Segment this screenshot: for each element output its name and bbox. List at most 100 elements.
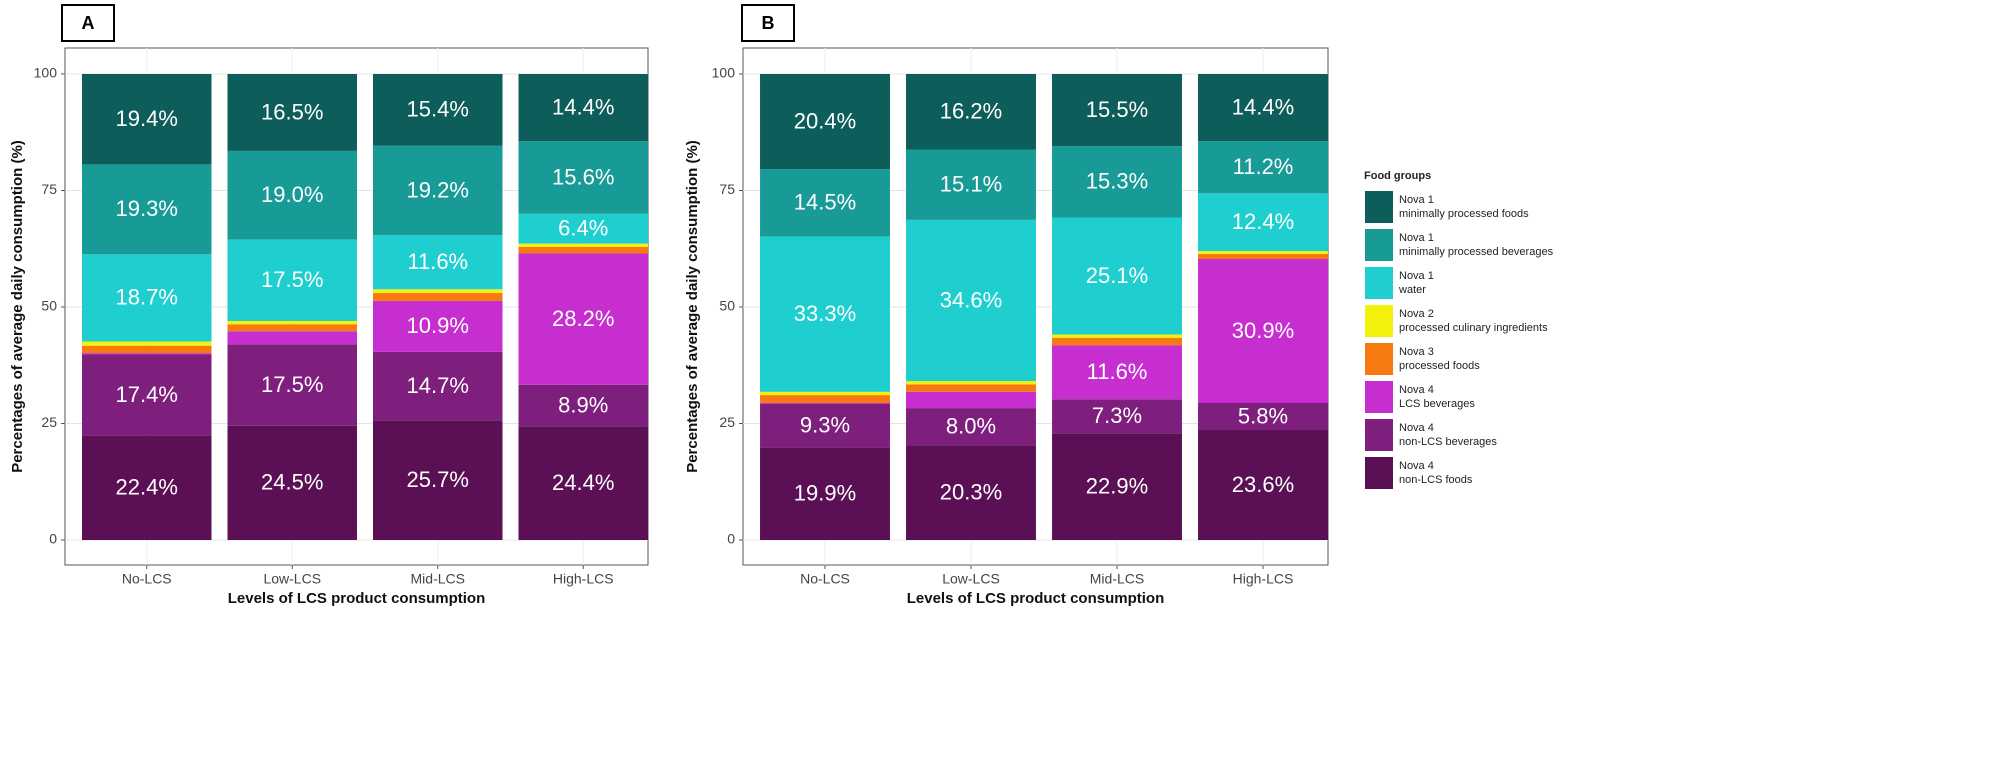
data-label: 19.0%: [261, 182, 323, 207]
bar-segment: [227, 331, 357, 345]
bar-segment: [1198, 259, 1328, 403]
legend-label: Nova 4 non-LCS beverages: [1399, 422, 1497, 448]
y-axis-title: Percentages of average daily consumption…: [684, 140, 701, 473]
data-label: 8.9%: [558, 392, 608, 417]
bar-segment: [227, 344, 357, 426]
y-tick-label: 0: [49, 531, 57, 547]
bar-segment: [1198, 193, 1328, 252]
legend-item: Nova 4 non-LCS beverages: [1364, 416, 1553, 454]
data-label: 19.9%: [794, 480, 856, 505]
legend-swatch: [1364, 342, 1394, 376]
bar-segment: [227, 150, 357, 240]
data-label: 15.1%: [940, 171, 1002, 196]
legend-title: Food groups: [1364, 170, 1432, 182]
bar-segment: [373, 145, 503, 236]
data-label: 11.6%: [407, 249, 468, 274]
bar-segment: [906, 391, 1036, 409]
bar-segment: [373, 289, 503, 294]
legend-item: Nova 4 LCS beverages: [1364, 378, 1553, 416]
data-label: 14.4%: [552, 94, 614, 119]
panel-label-box: [61, 4, 115, 42]
bar-segment: [518, 213, 648, 244]
data-label: 7.3%: [1092, 403, 1142, 428]
bar-segment: [906, 408, 1036, 446]
data-label: 5.8%: [1238, 403, 1288, 428]
bar-segment: [1198, 74, 1328, 142]
bar-segment: [1198, 251, 1328, 254]
data-label: 19.4%: [116, 106, 178, 131]
data-label: 28.2%: [552, 306, 614, 331]
bar-segment: [1052, 345, 1182, 400]
x-axis-title: Levels of LCS product consumption: [228, 590, 486, 607]
bar-segment: [518, 384, 648, 427]
y-tick-label: 100: [34, 65, 58, 81]
legend-label: Nova 4 LCS beverages: [1399, 384, 1475, 410]
bar-segment: [1198, 141, 1328, 194]
data-label: 22.4%: [116, 475, 178, 500]
bar-segment: [906, 74, 1036, 150]
legend-item: Nova 1 minimally processed foods: [1364, 188, 1553, 226]
data-label: 20.4%: [794, 108, 856, 133]
x-tick-label: Mid-LCS: [411, 571, 465, 587]
legend-swatch: [1364, 418, 1394, 452]
bar-segment: [227, 239, 357, 321]
bar-segment: [518, 74, 648, 142]
data-label: 15.3%: [1086, 169, 1148, 194]
bar-segment: [760, 403, 890, 448]
data-label: 15.6%: [552, 164, 614, 189]
bar-segment: [373, 420, 503, 540]
y-tick-label: 0: [727, 531, 735, 547]
data-label: 25.7%: [407, 467, 469, 492]
data-label: 16.5%: [261, 99, 323, 124]
bar-segment: [82, 345, 212, 354]
bar-segment: [518, 243, 648, 247]
bar-segment: [906, 381, 1036, 385]
bar-segment: [1198, 402, 1328, 431]
bar-segment: [906, 149, 1036, 220]
legend-item: Nova 3 processed foods: [1364, 340, 1553, 378]
data-label: 12.4%: [1232, 209, 1294, 234]
legend-label: Nova 1 minimally processed foods: [1399, 194, 1529, 220]
data-label: 23.6%: [1232, 472, 1294, 497]
bar-segment: [906, 384, 1036, 392]
panel-label: A: [82, 13, 95, 33]
y-tick-label: 75: [719, 181, 735, 197]
data-label: 18.7%: [116, 285, 178, 310]
bar-segment: [518, 141, 648, 214]
bar-segment: [1052, 334, 1182, 338]
bar-segment: [1198, 430, 1328, 540]
bar-segment: [227, 425, 357, 540]
data-label: 9.3%: [800, 412, 850, 437]
bar-segment: [373, 300, 503, 352]
y-tick-label: 25: [719, 414, 735, 430]
data-label: 22.9%: [1086, 473, 1148, 498]
x-tick-label: Low-LCS: [263, 571, 321, 587]
data-label: 11.2%: [1233, 154, 1294, 179]
data-label: 33.3%: [794, 301, 856, 326]
y-tick-label: 50: [41, 298, 57, 314]
bar-segment: [1052, 433, 1182, 540]
panel-label-box: [741, 4, 795, 42]
data-label: 19.3%: [116, 196, 178, 221]
bar-segment: [373, 351, 503, 421]
data-label: 17.5%: [261, 267, 323, 292]
bar-segment: [760, 74, 890, 170]
y-tick-label: 100: [712, 65, 736, 81]
x-tick-label: High-LCS: [553, 571, 614, 587]
bar-segment: [82, 164, 212, 255]
bar-segment: [760, 236, 890, 392]
bar-segment: [82, 353, 212, 355]
bar-segment: [1052, 337, 1182, 346]
data-label: 30.9%: [1232, 318, 1294, 343]
bar-segment: [760, 395, 890, 403]
bar-segment: [373, 74, 503, 146]
data-label: 20.3%: [940, 480, 1002, 505]
bar-segment: [227, 320, 357, 325]
y-tick-label: 25: [41, 414, 57, 430]
legend: Food groups Nova 1 minimally processed fo…: [1364, 170, 1553, 492]
data-label: 14.5%: [794, 190, 856, 215]
bar-segment: [82, 435, 212, 540]
bar-segment: [760, 391, 890, 396]
